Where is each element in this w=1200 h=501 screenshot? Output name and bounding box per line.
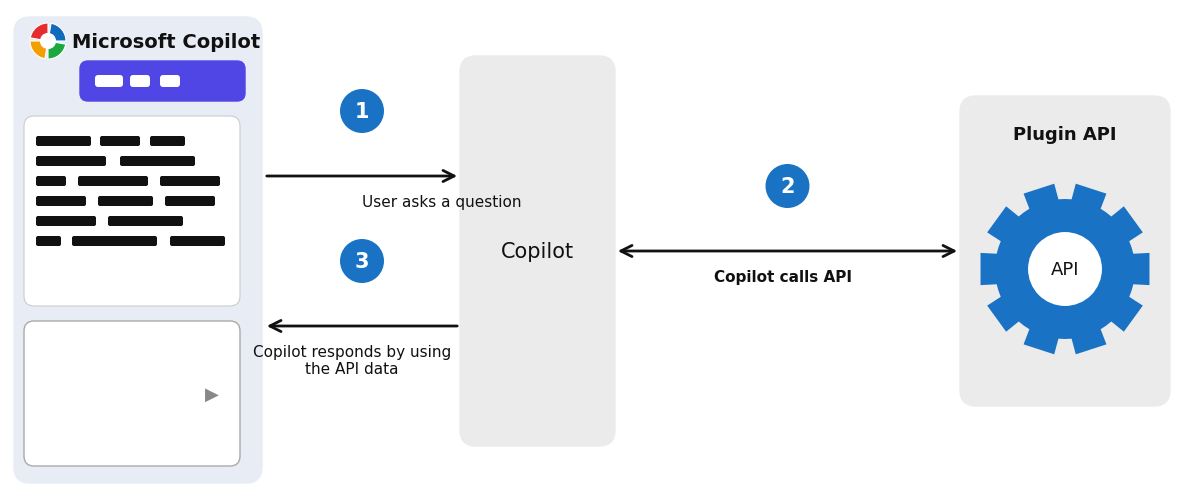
Polygon shape	[980, 184, 1150, 355]
Text: 1: 1	[355, 102, 370, 122]
FancyBboxPatch shape	[36, 177, 66, 187]
FancyBboxPatch shape	[14, 18, 262, 483]
FancyBboxPatch shape	[36, 236, 61, 246]
FancyBboxPatch shape	[100, 137, 140, 147]
FancyBboxPatch shape	[160, 76, 180, 88]
Text: ▶: ▶	[205, 385, 218, 403]
FancyBboxPatch shape	[78, 177, 148, 187]
Wedge shape	[48, 42, 66, 60]
FancyBboxPatch shape	[170, 236, 226, 246]
FancyBboxPatch shape	[166, 196, 215, 206]
Wedge shape	[30, 42, 48, 60]
Circle shape	[766, 165, 810, 208]
FancyBboxPatch shape	[108, 216, 182, 226]
FancyBboxPatch shape	[24, 117, 240, 307]
FancyBboxPatch shape	[960, 97, 1170, 406]
Text: Copilot: Copilot	[500, 241, 574, 262]
Text: 2: 2	[780, 177, 794, 196]
FancyBboxPatch shape	[36, 216, 96, 226]
FancyBboxPatch shape	[72, 236, 157, 246]
Circle shape	[1027, 231, 1103, 308]
Wedge shape	[30, 24, 48, 42]
FancyBboxPatch shape	[36, 157, 106, 167]
Text: Copilot calls API: Copilot calls API	[714, 270, 852, 285]
Text: Microsoft Copilot: Microsoft Copilot	[72, 33, 260, 52]
FancyBboxPatch shape	[120, 157, 194, 167]
FancyBboxPatch shape	[24, 321, 240, 466]
Text: 3: 3	[355, 252, 370, 272]
FancyBboxPatch shape	[36, 196, 86, 206]
Text: Copilot responds by using
the API data: Copilot responds by using the API data	[253, 344, 451, 377]
FancyBboxPatch shape	[150, 137, 185, 147]
FancyBboxPatch shape	[36, 137, 91, 147]
Text: User asks a question: User asks a question	[362, 194, 522, 209]
Circle shape	[340, 239, 384, 284]
FancyBboxPatch shape	[98, 196, 154, 206]
FancyBboxPatch shape	[95, 76, 124, 88]
FancyBboxPatch shape	[130, 76, 150, 88]
FancyBboxPatch shape	[160, 177, 220, 187]
Wedge shape	[48, 24, 66, 42]
Circle shape	[340, 90, 384, 134]
Text: API: API	[1051, 261, 1079, 279]
Text: Plugin API: Plugin API	[1013, 126, 1117, 144]
FancyBboxPatch shape	[460, 57, 616, 446]
FancyBboxPatch shape	[80, 62, 245, 102]
Circle shape	[40, 34, 56, 50]
